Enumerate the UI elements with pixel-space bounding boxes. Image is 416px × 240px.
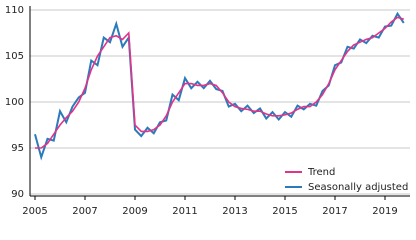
y-tick-label: 90	[11, 189, 24, 200]
x-tick-label: 2013	[222, 206, 247, 217]
y-tick-label: 100	[5, 97, 24, 108]
series-line	[35, 16, 404, 149]
y-tick-label: 105	[5, 51, 24, 62]
y-tick-label: 95	[11, 143, 24, 154]
x-tick-label: 2005	[22, 206, 47, 217]
x-tick-label: 2007	[72, 206, 97, 217]
x-tick-label: 2017	[322, 206, 347, 217]
legend-label: Trend	[307, 167, 335, 178]
legend-label: Seasonally adjusted	[308, 182, 408, 193]
x-tick-label: 2015	[272, 206, 297, 217]
x-tick-label: 2009	[122, 206, 147, 217]
x-tick-label: 2019	[372, 206, 397, 217]
chart: 90 95 100 105 110 2005 2007 2009 2011 2013 2015 201…	[5, 5, 410, 217]
y-tick-label: 110	[5, 5, 24, 16]
series-line	[34, 11, 405, 161]
x-tick-label: 2011	[172, 206, 197, 217]
